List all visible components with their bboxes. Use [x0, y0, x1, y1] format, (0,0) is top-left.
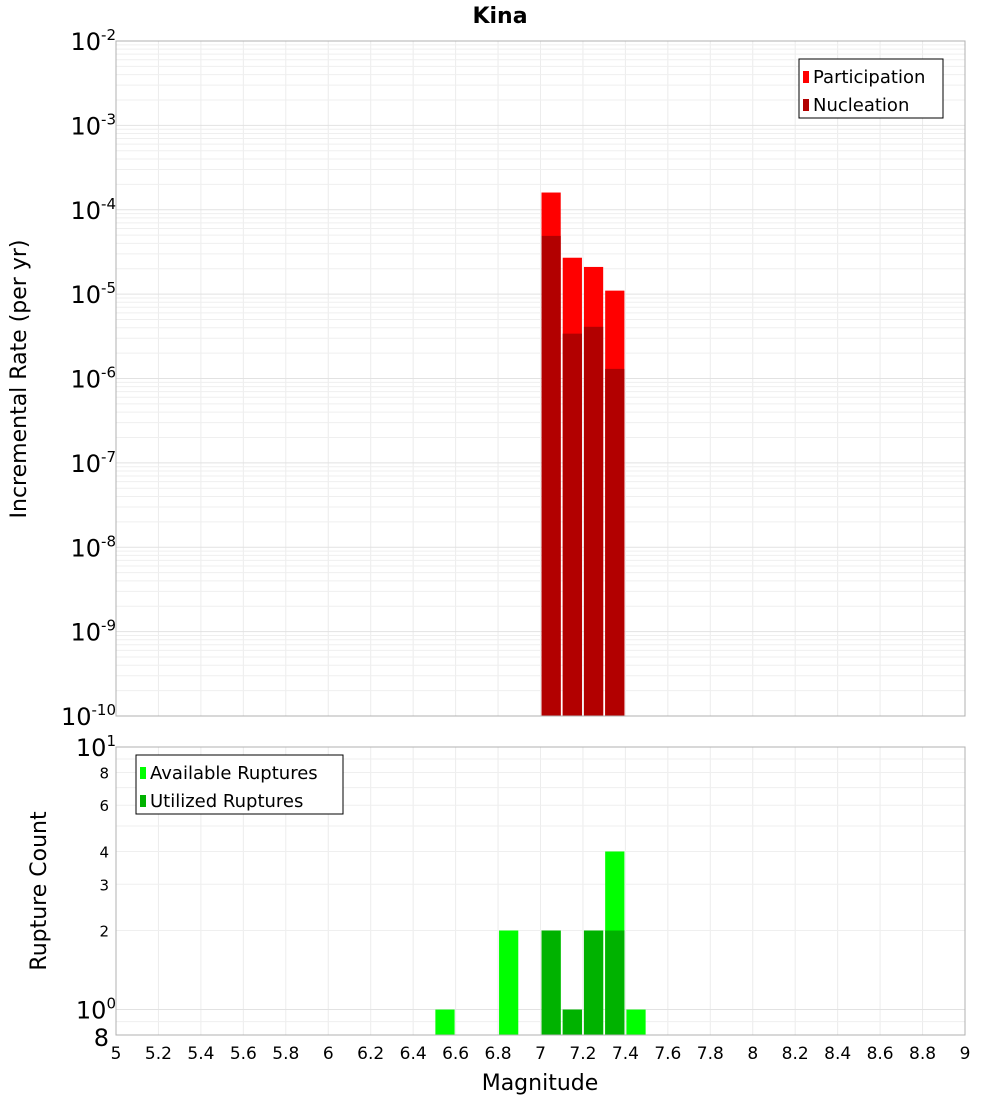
x-tick-label: 8.2: [782, 1044, 809, 1064]
x-tick-label: 6.4: [400, 1044, 427, 1064]
x-tick-label: 8.4: [824, 1044, 851, 1064]
top-y-tick-label: 10-9: [70, 617, 116, 647]
top-bar-series2: [583, 326, 604, 716]
bottom-y-tick-label: 6: [99, 797, 109, 815]
top-legend-box: [798, 58, 944, 119]
bottom-legend-box: [135, 754, 344, 815]
bottom-legend-swatch: [140, 795, 146, 807]
top-plot-border: [115, 40, 966, 717]
bottom-y-tick-label: 100: [76, 995, 116, 1025]
top-legend-label: Nucleation: [813, 95, 909, 116]
x-tick-label: 6.8: [485, 1044, 512, 1064]
bottom-bar-series1: [499, 930, 519, 1035]
bottom-bar-series2: [541, 930, 561, 1035]
top-y-tick-label: 10-2: [70, 26, 116, 56]
x-tick-label: 9: [960, 1044, 971, 1064]
top-legend-swatch: [803, 99, 809, 111]
top-bar-series2: [541, 235, 561, 716]
top-y-tick-label: 10-6: [70, 364, 116, 394]
top-y-tick-label: 10-7: [70, 448, 116, 478]
x-tick-label: 6.2: [357, 1044, 384, 1064]
top-y-tick-label: 10-4: [70, 195, 116, 225]
bottom-bar-series2: [605, 930, 625, 1035]
top-legend-swatch: [803, 71, 809, 83]
bottom-bar-series1: [626, 1009, 646, 1035]
bottom-y-tick-label: 8: [94, 1024, 109, 1052]
top-y-tick-label: 10-8: [70, 532, 116, 562]
bottom-legend-label: Utilized Ruptures: [150, 791, 303, 812]
x-tick-label: 6: [323, 1044, 334, 1064]
top-y-tick-label: 10-10: [61, 701, 116, 731]
chart-title: Kina: [472, 4, 527, 29]
x-tick-label: 5.8: [272, 1044, 299, 1064]
x-tick-label: 5.4: [187, 1044, 214, 1064]
x-tick-label: 7.6: [654, 1044, 681, 1064]
x-tick-label: 7.4: [612, 1044, 639, 1064]
x-tick-label: 6.6: [442, 1044, 469, 1064]
top-bar-series2: [605, 368, 625, 716]
x-tick-label: 5.2: [145, 1044, 172, 1064]
bottom-bar-series2: [583, 930, 604, 1035]
top-legend-label: Participation: [813, 67, 925, 88]
top-y-axis-label: Incremental Rate (per yr): [7, 240, 32, 519]
bottom-y-tick-label: 101: [76, 732, 116, 762]
bottom-bar-series1: [435, 1009, 455, 1035]
bottom-y-axis-label: Rupture Count: [27, 811, 52, 971]
x-axis-label: Magnitude: [482, 1071, 599, 1096]
x-tick-label: 5.6: [230, 1044, 257, 1064]
x-tick-label: 7.2: [569, 1044, 596, 1064]
x-tick-label: 8.6: [867, 1044, 894, 1064]
bottom-y-tick-label: 3: [99, 876, 109, 894]
x-tick-label: 8: [747, 1044, 758, 1064]
top-y-tick-label: 10-5: [70, 279, 116, 309]
top-y-tick-label: 10-3: [70, 110, 116, 140]
bottom-y-tick-label: 4: [99, 843, 109, 861]
top-bar-series2: [562, 333, 582, 716]
x-tick-label: 7.8: [697, 1044, 724, 1064]
bottom-bar-series2: [562, 1009, 582, 1035]
bottom-legend-label: Available Ruptures: [150, 763, 318, 784]
bottom-legend-swatch: [140, 767, 146, 779]
bottom-y-tick-label: 2: [99, 923, 109, 941]
x-tick-label: 7: [535, 1044, 546, 1064]
x-tick-label: 8.8: [909, 1044, 936, 1064]
bottom-y-tick-label: 8: [99, 764, 109, 782]
bottom-plot-border: [115, 746, 966, 1036]
x-tick-label: 5: [111, 1044, 122, 1064]
